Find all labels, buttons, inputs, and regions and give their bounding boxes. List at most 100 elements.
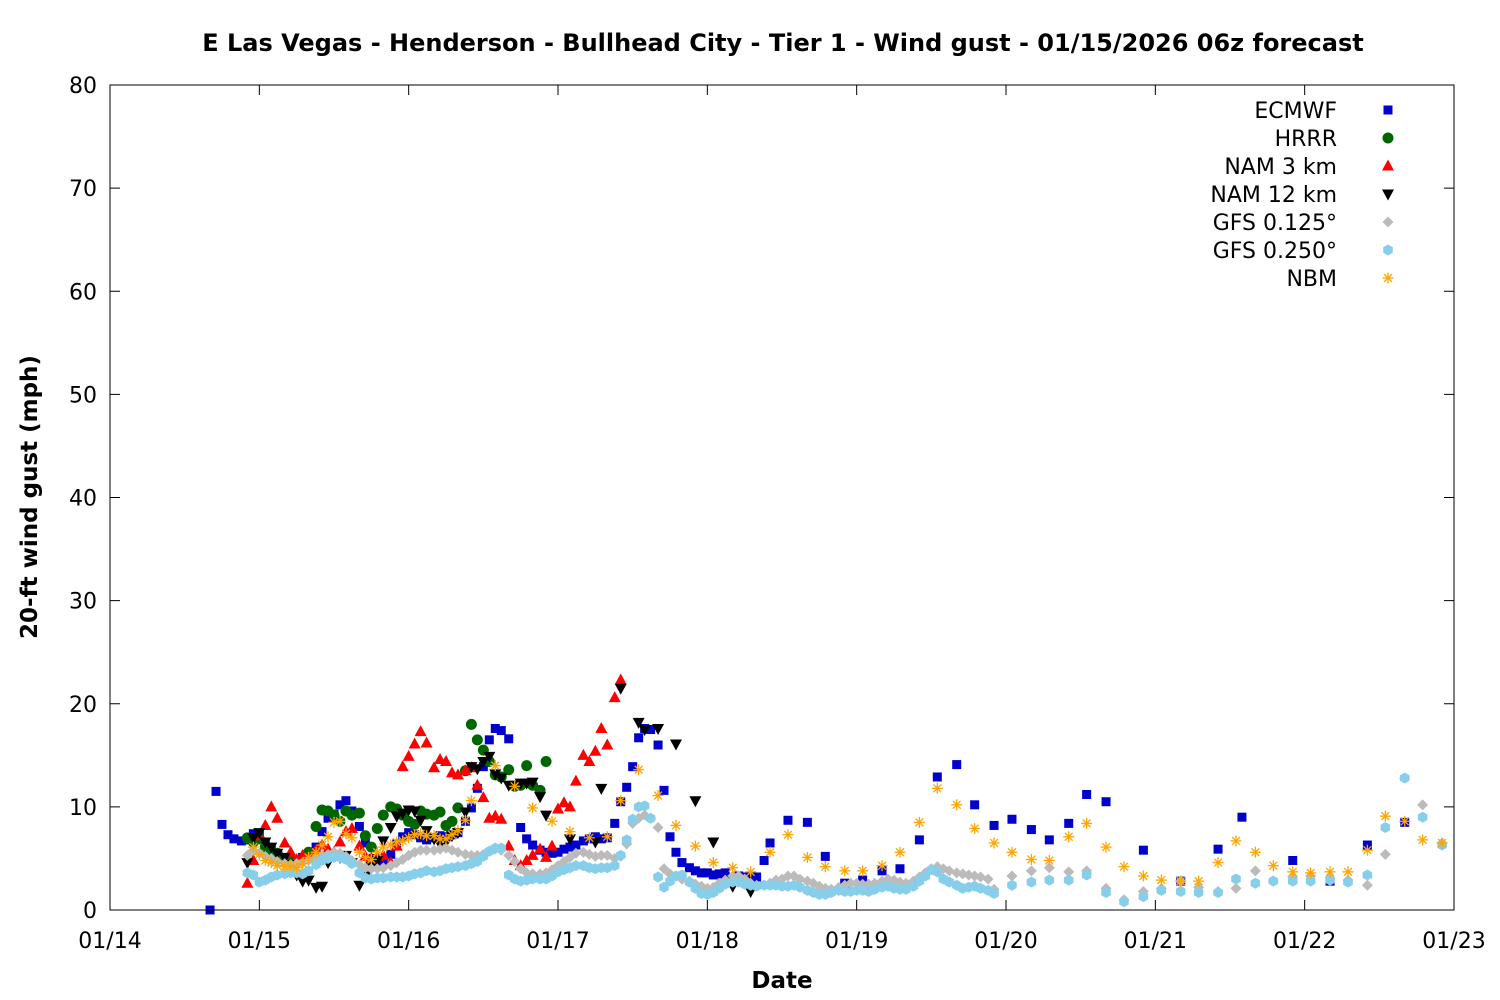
data-point: [509, 780, 521, 792]
data-point: [639, 800, 650, 812]
data-point: [571, 840, 581, 850]
data-point: [557, 796, 570, 808]
data-point: [595, 849, 607, 861]
asterisk-stroke: [1119, 862, 1129, 872]
data-point: [1118, 861, 1130, 873]
data-point: [1137, 870, 1149, 882]
asterisk-stroke: [361, 853, 370, 862]
data-point: [333, 835, 346, 847]
legend-marker: [1382, 159, 1394, 171]
asterisk-stroke: [461, 815, 470, 825]
legend-marker: [1382, 272, 1394, 284]
data-point: [659, 785, 669, 795]
data-point: [310, 846, 322, 858]
asterisk-stroke: [1139, 871, 1148, 881]
data-point: [1156, 884, 1167, 896]
data-point: [583, 755, 596, 766]
data-point: [1213, 886, 1223, 898]
data-point: [540, 756, 552, 767]
asterisk-stroke: [783, 830, 793, 840]
data-point: [377, 809, 389, 821]
data-point: [434, 806, 446, 818]
asterisk-stroke: [1343, 867, 1353, 877]
asterisk-stroke: [1288, 867, 1298, 877]
data-point: [353, 880, 366, 892]
asterisk-stroke: [708, 858, 718, 867]
asterisk-stroke: [691, 841, 700, 851]
data-point: [621, 834, 632, 846]
data-point: [577, 748, 590, 760]
data-point: [484, 735, 494, 745]
data-point: [652, 724, 665, 735]
data-point: [552, 802, 564, 814]
y-tick-label: 40: [69, 487, 97, 512]
asterisk-stroke: [895, 847, 905, 857]
data-point: [1064, 818, 1074, 828]
data-point: [459, 807, 472, 819]
data-points: [205, 673, 1448, 915]
data-point: [248, 869, 259, 881]
data-point: [241, 849, 253, 861]
data-point: [236, 836, 246, 846]
data-point: [471, 764, 484, 776]
data-point: [653, 871, 663, 883]
x-tick-label: 01/20: [974, 929, 1037, 954]
data-point: [659, 881, 669, 893]
data-point: [1343, 876, 1353, 888]
data-point: [489, 760, 501, 772]
data-point: [989, 888, 999, 899]
asterisk-stroke: [820, 862, 830, 872]
data-point: [310, 820, 322, 832]
data-point: [628, 762, 638, 772]
data-point: [534, 792, 547, 804]
data-point: [1361, 844, 1373, 856]
x-tick-label: 01/15: [228, 929, 291, 954]
data-point: [247, 833, 260, 845]
data-point: [652, 822, 664, 833]
asterisk-stroke: [266, 858, 276, 867]
data-point: [1081, 817, 1093, 829]
data-point: [975, 882, 986, 894]
data-point: [526, 777, 539, 789]
data-point: [402, 749, 415, 761]
data-point: [223, 830, 233, 840]
data-point: [385, 839, 397, 851]
data-point: [459, 814, 471, 826]
data-point: [1043, 855, 1055, 866]
data-point: [341, 796, 351, 806]
asterisk-stroke: [634, 765, 643, 775]
data-point: [608, 691, 621, 703]
data-point: [677, 869, 687, 881]
data-point: [1399, 772, 1410, 784]
legend-label: GFS 0.125°: [1213, 211, 1337, 236]
asterisk-stroke: [602, 832, 612, 842]
data-point: [658, 863, 670, 875]
asterisk-stroke: [547, 816, 557, 826]
data-point: [596, 834, 606, 844]
data-point: [521, 760, 533, 772]
data-point: [340, 828, 352, 840]
legend: ECMWF HRRR NAM 3 km NAM 12 km GFS 0.125° GFS …: [1210, 99, 1394, 292]
data-point: [1436, 837, 1448, 849]
data-point: [408, 737, 421, 749]
asterisk-stroke: [565, 827, 575, 836]
asterisk-stroke: [272, 861, 282, 871]
data-point: [503, 764, 515, 776]
data-point: [1155, 874, 1167, 886]
asterisk-stroke: [1213, 858, 1223, 867]
asterisk-stroke: [1176, 876, 1186, 886]
chart-title: E Las Vegas - Henderson - Bullhead City …: [202, 29, 1363, 57]
data-point: [1044, 874, 1055, 886]
data-point: [489, 769, 502, 781]
asterisk-stroke: [915, 817, 924, 827]
data-point: [894, 846, 906, 858]
asterisk-stroke: [1064, 832, 1074, 842]
asterisk-stroke: [989, 838, 999, 848]
asterisk-stroke: [671, 821, 681, 830]
asterisk-stroke: [1027, 855, 1036, 864]
data-point: [1287, 875, 1298, 887]
data-point: [645, 812, 656, 824]
asterisk-stroke: [249, 842, 258, 852]
data-point: [1043, 862, 1055, 874]
asterisk-stroke: [858, 866, 867, 876]
